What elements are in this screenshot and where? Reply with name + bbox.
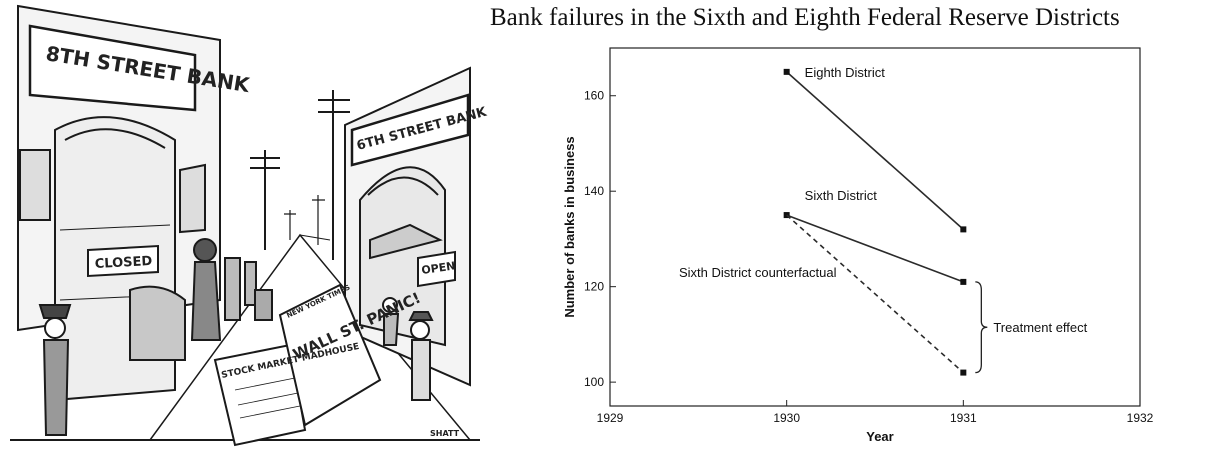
data-point-eighth-district	[960, 226, 967, 233]
series-label-sixth-district: Sixth District	[805, 188, 878, 203]
y-tick-label: 160	[584, 89, 604, 103]
sign-closed: CLOSED	[94, 254, 152, 272]
x-axis-title: Year	[866, 429, 893, 444]
data-point-sixth-district-counterfactual	[960, 369, 967, 376]
series-line-eighth-district	[786, 71, 964, 230]
y-tick-label: 120	[584, 280, 604, 294]
x-tick-label: 1931	[950, 411, 977, 425]
y-tick-label: 100	[584, 375, 604, 389]
series-label-sixth-district-counterfactual: Sixth District counterfactual	[679, 265, 837, 280]
y-axis-title: Number of banks in business	[562, 136, 577, 317]
bank-failures-chart: 1929 1930 1931 1932 100 120 140 160 Eighth Dist…	[562, 47, 1154, 444]
treatment-effect-label: Treatment effect	[993, 320, 1087, 335]
data-point-sixth-district	[960, 278, 967, 285]
x-tick-label: 1932	[1127, 411, 1154, 425]
page-title: Bank failures in the Sixth and Eighth Fe…	[490, 4, 1120, 31]
plot-frame	[609, 47, 1141, 407]
x-tick-label: 1929	[597, 411, 624, 425]
treatment-effect-brace	[975, 281, 988, 374]
y-tick-label: 140	[584, 184, 604, 198]
series-line-sixth-district	[786, 214, 964, 283]
bank-run-cartoon: 8TH STREET BANK 6TH STREET BANK CLOSED O…	[10, 4, 489, 447]
sign-open: OPEN	[421, 259, 457, 277]
series-label-eighth-district: Eighth District	[805, 65, 886, 80]
artist-signature: SHATT	[430, 429, 460, 438]
x-tick-label: 1930	[773, 411, 800, 425]
data-point-eighth-district	[783, 68, 790, 75]
series-line-sixth-district-counterfactual	[786, 214, 964, 374]
